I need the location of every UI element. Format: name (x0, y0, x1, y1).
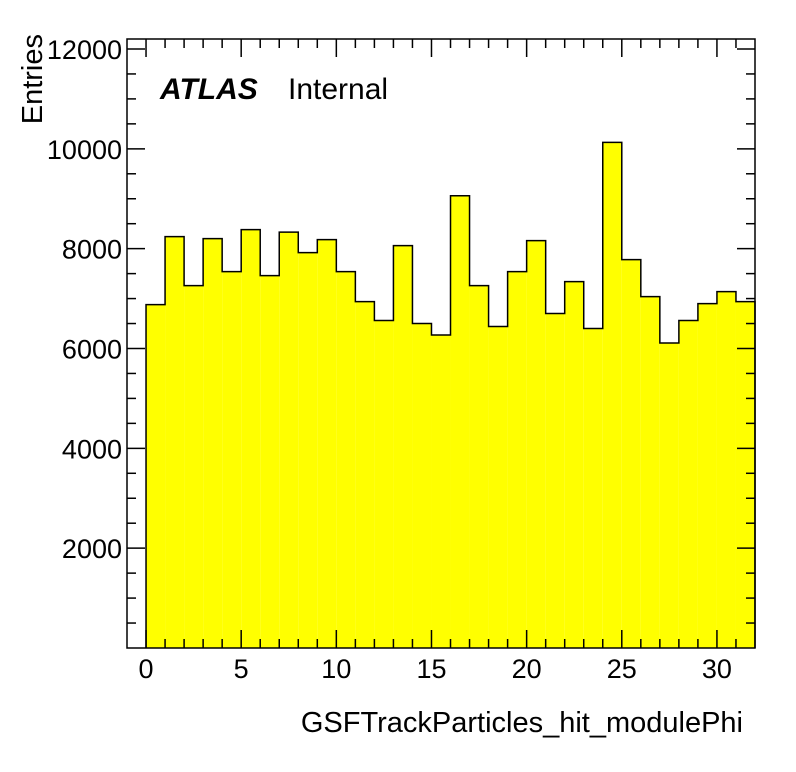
internal-label: Internal (288, 73, 388, 106)
histogram-bar (241, 229, 261, 648)
histogram-bar (602, 142, 622, 648)
histogram-bar (583, 328, 603, 648)
y-tick-label: 4000 (62, 434, 122, 464)
histogram-bars (146, 142, 755, 649)
histogram-bar (355, 301, 375, 648)
histogram-bar (507, 271, 527, 648)
x-tick-label: 0 (139, 654, 154, 684)
histogram-bar (222, 271, 242, 648)
histogram-bar (659, 343, 679, 648)
histogram-bar (336, 271, 356, 648)
histogram-bar (412, 323, 432, 648)
plot-frame (126, 38, 756, 649)
histogram-bar (260, 275, 280, 648)
histogram-bar (431, 335, 451, 648)
histogram-bar (279, 232, 299, 648)
histogram-bar (317, 239, 337, 649)
histogram-bar (640, 296, 660, 648)
y-tick-label: 8000 (62, 235, 122, 265)
y-tick-label: 2000 (62, 534, 122, 564)
axis-ticks (127, 39, 755, 648)
histogram-bar (469, 285, 489, 648)
histogram-bar (716, 291, 736, 648)
histogram-outline (145, 141, 756, 648)
histogram-bar (564, 281, 584, 648)
x-tick-label: 5 (234, 654, 249, 684)
histogram-bar (184, 285, 204, 648)
x-tick-label: 15 (416, 654, 446, 684)
histogram-bar (450, 195, 470, 649)
x-tick-label: 10 (321, 654, 351, 684)
histogram-bar (374, 320, 394, 648)
histogram-bar (697, 303, 717, 648)
histogram-bar (621, 259, 641, 648)
y-tick-label: 10000 (47, 135, 122, 165)
x-tick-label: 20 (512, 654, 542, 684)
atlas-label: ATLAS (159, 73, 258, 106)
histogram-bar (678, 320, 698, 648)
x-tick-label: 25 (607, 654, 637, 684)
histogram-bar (526, 240, 546, 648)
y-tick-labels: 2000 4000 6000 8000 10000 12000 (47, 35, 122, 564)
histogram-bar (545, 313, 565, 648)
y-axis-title: Entries (17, 34, 49, 124)
x-axis-title: GSFTrackParticles_hit_modulePhi (301, 707, 743, 739)
x-tick-label: 30 (702, 654, 732, 684)
histogram-bar (298, 252, 318, 649)
y-tick-label: 6000 (62, 334, 122, 364)
histogram-bar (165, 236, 185, 648)
histogram-bar (203, 238, 223, 649)
histogram-bar (146, 304, 166, 648)
histogram-bar (488, 326, 508, 648)
histogram-bar (735, 301, 755, 648)
x-tick-labels: 0 5 10 15 20 25 30 (139, 654, 732, 684)
histogram-bar (393, 245, 413, 649)
y-tick-label: 12000 (47, 35, 122, 65)
